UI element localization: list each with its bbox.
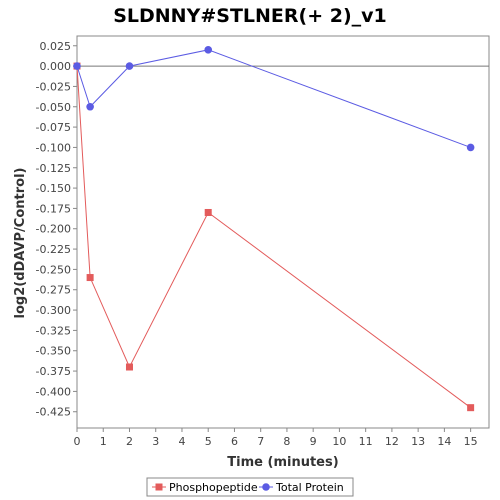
legend: Phosphopeptide Total Protein	[146, 477, 354, 497]
legend-label: Total Protein	[275, 481, 344, 494]
y-tick-label: -0.200	[36, 223, 71, 236]
legend-label: Phosphopeptide	[169, 481, 258, 494]
x-tick-label: 2	[126, 435, 133, 448]
y-tick-label: -0.225	[36, 243, 71, 256]
data-point	[86, 274, 94, 282]
x-tick-label: 7	[257, 435, 264, 448]
data-point	[73, 62, 81, 70]
data-point	[86, 102, 94, 111]
y-tick-label: -0.150	[36, 182, 71, 195]
x-tick-label: 12	[385, 435, 399, 448]
x-tick-label: 5	[205, 435, 212, 448]
x-tick-label: 14	[437, 435, 451, 448]
y-tick-label: -0.250	[36, 263, 71, 276]
data-point	[125, 62, 134, 70]
y-tick-label: -0.375	[36, 365, 71, 378]
y-tick-label: -0.275	[36, 284, 71, 297]
y-axis: 0.025 0.000 -0.025 -0.050 -0.075 -0.100 -0.125…	[36, 40, 77, 419]
y-tick-label: -0.425	[36, 406, 71, 419]
x-tick-label: 9	[310, 435, 317, 448]
y-tick-label: -0.100	[36, 141, 71, 154]
x-tick-label: 10	[332, 435, 346, 448]
y-tick-label: 0.025	[40, 40, 72, 53]
plot-area	[76, 35, 490, 429]
y-axis-label: log2(dDAVP/Control)	[13, 168, 28, 319]
y-tick-label: -0.175	[36, 202, 71, 215]
chart-title: SLDNNY#STLNER(+ 2)_v1	[113, 5, 387, 27]
data-point	[466, 143, 475, 152]
x-tick-label: 13	[411, 435, 425, 448]
x-axis: 0 1 2 3 4 5 6 7 8 9 10 11 12 13 14 15	[74, 428, 478, 448]
y-tick-label: -0.125	[36, 162, 71, 175]
legend-marker	[155, 483, 163, 491]
y-tick-label: -0.025	[36, 80, 71, 93]
data-point	[467, 404, 475, 412]
series-group	[73, 46, 475, 412]
x-tick-label: 6	[231, 435, 238, 448]
y-tick-label: -0.050	[36, 101, 71, 114]
x-tick-label: 1	[100, 435, 107, 448]
y-tick-label: -0.325	[36, 324, 71, 337]
x-axis-label: Time (minutes)	[227, 455, 338, 470]
legend-box	[146, 477, 354, 497]
y-tick-label: 0.000	[40, 60, 72, 73]
x-tick-label: 8	[283, 435, 290, 448]
y-tick-label: -0.400	[36, 385, 71, 398]
y-tick-label: -0.300	[36, 304, 71, 317]
x-tick-label: 15	[464, 435, 478, 448]
y-tick-label: -0.350	[36, 345, 71, 358]
data-point	[125, 363, 133, 371]
x-tick-label: 0	[74, 435, 81, 448]
x-tick-label: 4	[178, 435, 185, 448]
data-point	[204, 46, 213, 54]
y-tick-label: -0.075	[36, 121, 71, 134]
x-tick-label: 3	[152, 435, 159, 448]
legend-marker	[262, 483, 270, 491]
x-tick-label: 11	[359, 435, 373, 448]
data-point	[204, 208, 212, 216]
